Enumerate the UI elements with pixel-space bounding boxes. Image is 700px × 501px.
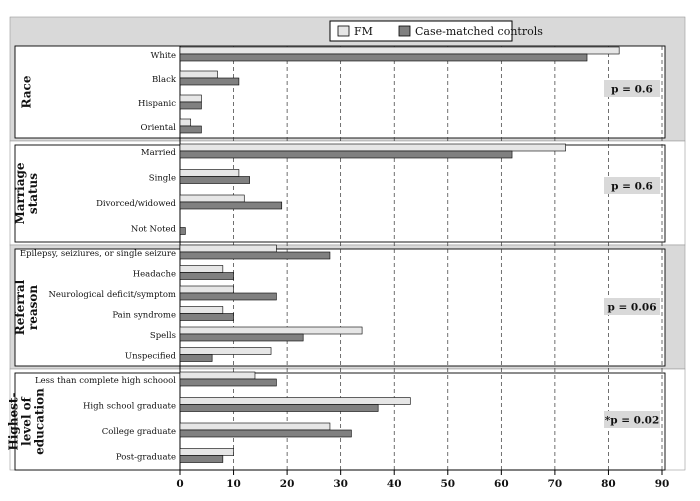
bar-controls xyxy=(179,429,352,438)
bar-controls xyxy=(179,313,234,321)
bar-fm xyxy=(179,265,224,273)
p-value-box xyxy=(604,411,660,428)
bar-controls xyxy=(179,176,250,184)
bar-fm xyxy=(179,326,363,335)
group-title-referral-reason: Referral xyxy=(13,279,27,335)
bar-controls xyxy=(179,354,213,362)
panel-referral-reason xyxy=(14,248,666,367)
p-value-label: p = 0.6 xyxy=(611,181,653,193)
bar-fm xyxy=(179,448,234,456)
bars xyxy=(179,46,620,463)
bar-fm xyxy=(179,397,411,405)
category-label: Not Noted xyxy=(131,225,177,235)
bar-controls xyxy=(179,77,240,86)
x-tick-label: 10 xyxy=(226,478,241,490)
bar-controls xyxy=(179,404,379,412)
bar-controls xyxy=(179,251,331,260)
bar-fm xyxy=(179,70,218,79)
legend-controls-label: Case-matched controls xyxy=(415,25,543,38)
group-bands xyxy=(9,16,686,471)
p-value-box xyxy=(604,298,660,315)
p-value-label: p = 0.06 xyxy=(607,302,656,314)
p-value-label: *p = 0.02 xyxy=(605,415,660,427)
group-title-highest-level-of-education: Highest- xyxy=(7,393,21,451)
bar-controls xyxy=(179,227,186,235)
x-tick-label: 80 xyxy=(601,478,616,490)
category-label: Spells xyxy=(150,331,176,341)
x-tick-label: 20 xyxy=(280,478,295,490)
category-label: Married xyxy=(141,148,177,158)
bar-fm xyxy=(179,94,202,103)
x-tick-label: 50 xyxy=(440,478,455,490)
p-value-label: p = 0.6 xyxy=(611,84,653,96)
group-title-marriage-status: status xyxy=(26,173,40,214)
bar-fm xyxy=(179,347,272,355)
x-tick-label: 60 xyxy=(494,478,509,490)
panel-race xyxy=(14,45,666,139)
legend-fm-label: FM xyxy=(354,25,373,38)
bar-fm xyxy=(179,306,224,314)
group-title-highest-level-of-education: education xyxy=(33,388,47,455)
bar-controls xyxy=(179,333,304,342)
group-title-marriage-status: Marriage xyxy=(13,162,27,224)
category-labels: Race White Black Hispanic Oriental Marriage st… xyxy=(7,51,177,463)
category-label: Black xyxy=(152,75,177,85)
bar-controls xyxy=(179,150,513,159)
group-title-highest-level-of-education: level of xyxy=(20,396,34,446)
bar-controls xyxy=(179,101,202,110)
category-label: Oriental xyxy=(141,123,177,133)
bar-controls xyxy=(179,272,234,280)
panel-marriage-status xyxy=(14,144,666,243)
legend-controls-swatch xyxy=(398,25,411,37)
x-tick-label: 70 xyxy=(548,478,563,490)
x-tick-label: 90 xyxy=(655,478,670,490)
bar-fm xyxy=(179,118,192,127)
category-label: Headache xyxy=(133,270,176,280)
bar-controls xyxy=(179,201,283,210)
category-label: Unspecified xyxy=(125,352,177,362)
legend: FM Case-matched controls xyxy=(329,20,543,42)
legend-fm-swatch xyxy=(337,25,350,37)
bar-controls xyxy=(179,455,224,463)
x-tick-label: 40 xyxy=(387,478,402,490)
p-value-boxes: p = 0.6 p = 0.6 p = 0.06 *p = 0.02 xyxy=(604,80,660,428)
category-label: High school graduate xyxy=(83,402,176,412)
p-value-box xyxy=(604,177,660,194)
category-label: College graduate xyxy=(102,427,176,437)
category-label: Pain syndrome xyxy=(112,311,176,321)
category-label: Post-graduate xyxy=(116,453,176,463)
group-title-race: Race xyxy=(20,75,34,108)
category-label: Divorced/widowed xyxy=(96,199,176,209)
bar-fm xyxy=(179,143,566,152)
category-label: Neurological deficit/symptom xyxy=(48,290,176,300)
category-label: Single xyxy=(149,174,176,184)
category-label: White xyxy=(151,51,176,61)
bar-fm xyxy=(179,371,256,380)
bar-fm xyxy=(179,169,240,177)
bar-controls xyxy=(179,378,277,387)
bar-controls xyxy=(179,53,588,62)
bar-fm xyxy=(179,422,331,431)
x-tick-label: 0 xyxy=(176,478,183,490)
bar-fm xyxy=(179,285,234,294)
bar-fm xyxy=(179,194,245,203)
bar-fm xyxy=(179,46,620,55)
x-tick-label: 30 xyxy=(333,478,348,490)
category-label: Epilepsy, seiziures, or single seizure xyxy=(20,249,176,259)
category-label: Hispanic xyxy=(138,99,176,109)
p-value-box xyxy=(604,80,660,97)
bar-controls xyxy=(179,292,277,301)
group-title-referral-reason: reason xyxy=(26,285,40,330)
panel-highest-level-of-education xyxy=(14,372,666,471)
legend-box xyxy=(329,20,513,42)
bar-controls xyxy=(179,125,202,134)
x-axis: 0 10 20 30 40 50 60 70 80 90 xyxy=(176,469,670,490)
category-label: Less than complete high schoool xyxy=(35,376,176,386)
bar-fm xyxy=(179,244,277,253)
